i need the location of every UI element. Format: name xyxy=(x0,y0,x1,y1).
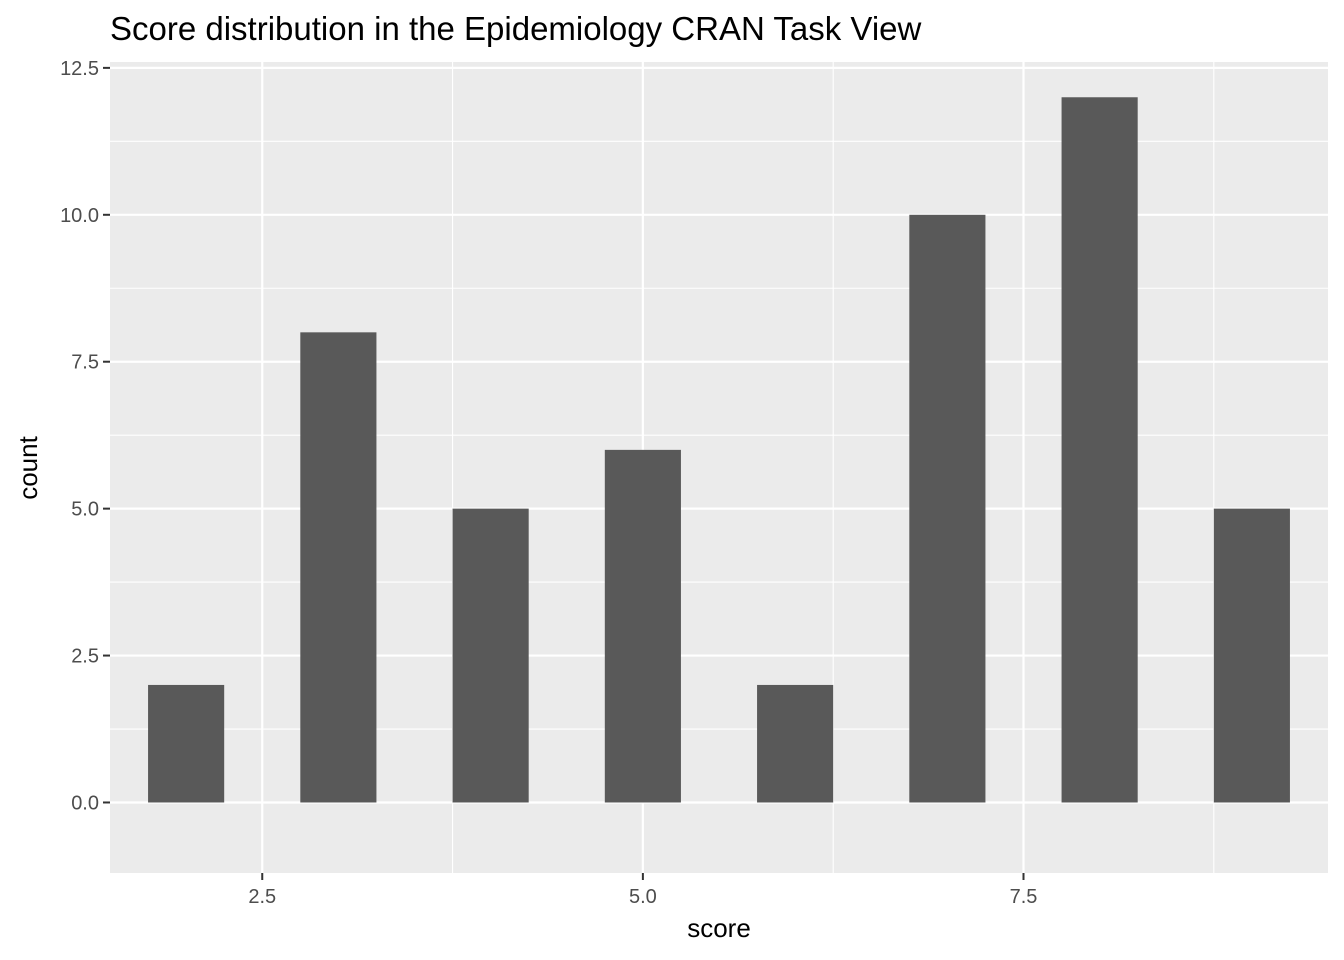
x-tick-label: 5.0 xyxy=(629,886,657,908)
bar xyxy=(757,684,834,803)
y-tick-label: 12.5 xyxy=(60,58,99,80)
y-tick-label: 2.5 xyxy=(71,646,99,668)
bar xyxy=(909,214,986,803)
y-axis-title: count xyxy=(13,435,43,499)
x-tick-label: 2.5 xyxy=(248,886,276,908)
y-tick-label: 10.0 xyxy=(60,205,99,227)
x-axis-title: score xyxy=(687,913,751,943)
bar xyxy=(148,684,225,803)
bar xyxy=(452,508,529,803)
bar xyxy=(300,332,377,803)
bar xyxy=(1061,97,1138,803)
y-tick-label: 7.5 xyxy=(71,352,99,374)
bar xyxy=(604,449,681,803)
y-tick-label: 5.0 xyxy=(71,499,99,521)
x-axis: 2.5 5.0 7.5 xyxy=(248,873,1037,908)
y-tick-label: 0.0 xyxy=(71,792,99,814)
bar xyxy=(1213,508,1290,803)
x-tick-label: 7.5 xyxy=(1010,886,1038,908)
bars xyxy=(148,97,1290,803)
chart-title: Score distribution in the Epidemiology C… xyxy=(110,10,922,47)
plot-panel xyxy=(110,62,1328,873)
y-axis: 0.0 2.5 5.0 7.5 10.0 12.5 xyxy=(60,58,110,814)
